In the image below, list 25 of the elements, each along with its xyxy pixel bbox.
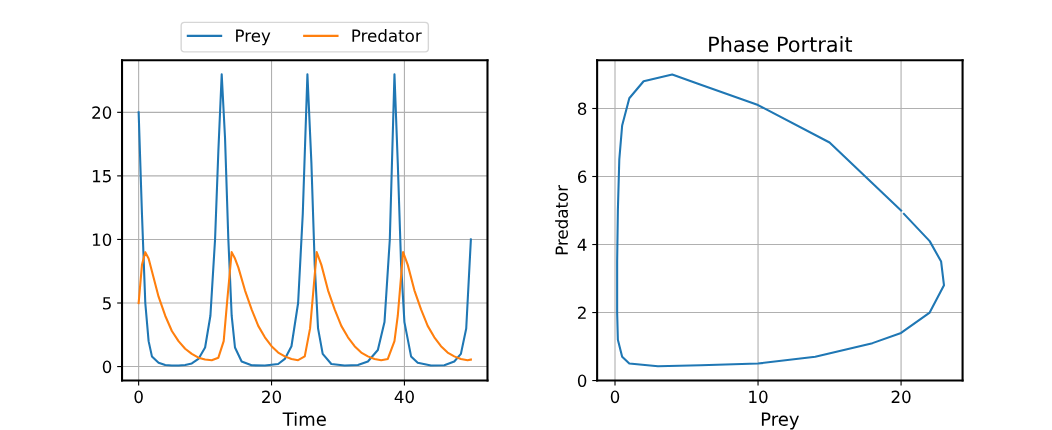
x-axis-title: Prey	[761, 412, 800, 430]
y-tick-label: 4	[577, 238, 587, 251]
chart-title: Phase Portrait	[709, 36, 853, 53]
line-series	[137, 251, 472, 362]
line-series	[616, 73, 946, 368]
y-tick-label: 8	[577, 102, 587, 116]
y-tick-label: 0	[577, 374, 587, 388]
x-tick-label: 20	[891, 390, 911, 404]
x-tick-label: 40	[394, 390, 414, 404]
y-axis-title: Predator	[555, 184, 569, 255]
x-tick-label: 20	[262, 390, 282, 404]
y-tick-label: 0	[102, 360, 112, 374]
y-tick-label: 10	[92, 233, 112, 247]
line-series	[137, 73, 472, 367]
x-tick-label: 0	[134, 390, 143, 404]
y-tick-label: 15	[92, 170, 111, 183]
x-axis-title: Time	[282, 411, 326, 426]
y-tick-label: 20	[92, 106, 112, 119]
y-tick-label: 6	[577, 170, 587, 184]
x-tick-label: 0	[610, 390, 620, 404]
legend-label: Predator	[352, 29, 422, 42]
x-tick-label: 10	[749, 390, 768, 404]
legend-label: Prey	[236, 29, 271, 46]
y-tick-label: 5	[102, 297, 111, 310]
y-tick-label: 2	[578, 306, 586, 319]
